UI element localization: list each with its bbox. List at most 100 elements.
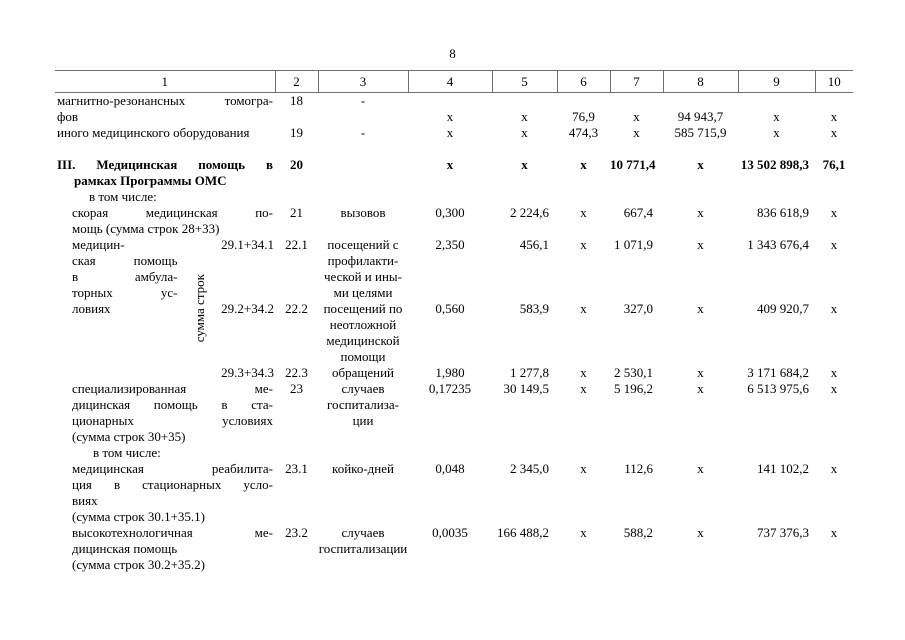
row-specialized-inpatient-care: специализированная ме-дицинская помощь в…: [55, 381, 853, 445]
table-cell: х: [773, 125, 780, 140]
column-header: 7: [609, 70, 663, 93]
row-label-cell: медицинская реабилита-ция в стационарных…: [72, 461, 273, 524]
table-cell: 2,350: [435, 237, 465, 252]
table-cell: х: [521, 125, 528, 140]
row-formula-cell: 29.2+34.2: [221, 301, 274, 316]
column-number-header-row: 1 2 3 4 5 6 7 8 9 10: [55, 70, 853, 93]
table-cell: 13 502 898,3: [740, 157, 809, 172]
unit-cell: посещений по неотложной медицинской помо…: [323, 301, 403, 364]
unit-cell: посещений с профилакти- ческой и ины- ми…: [324, 237, 402, 300]
table-cell: х: [830, 109, 838, 124]
table-cell: 2 530,1: [614, 365, 653, 380]
table-cell: 10 771,4: [610, 157, 656, 172]
table-cell: х: [697, 301, 704, 316]
table-cell: 2 224,6: [510, 205, 549, 220]
line-number-cell: 23.1: [285, 461, 308, 476]
table-cell: 3 171 684,2: [747, 365, 809, 380]
table-cell: 667,4: [623, 205, 653, 220]
table-cell: х: [446, 109, 454, 124]
row-medical-rehabilitation: медицинская реабилита-ция в стационарных…: [55, 461, 853, 525]
table-cell: х: [830, 365, 838, 380]
table-cell: 0,560: [435, 301, 465, 316]
row-label-cell: специализированная ме-дицинская помощь в…: [72, 381, 273, 444]
row-formula-cell: 29.3+34.3: [221, 365, 274, 380]
row-label-cell: медицин-ская помощь в амбула-торных ус-ло…: [55, 237, 213, 381]
table-cell: 585 715,9: [674, 125, 727, 140]
table-cell: 166 488,2: [497, 525, 549, 540]
table-cell: х: [446, 157, 454, 172]
table-cell: 583,9: [519, 301, 549, 316]
table-cell: х: [580, 157, 587, 172]
row-ambulatory-care-urgent-visits: 29.2+34.2 22.2 посещений по неотложной м…: [55, 301, 853, 365]
column-header: 8: [662, 70, 738, 93]
row-in-total-label: в том числе:: [55, 445, 853, 461]
table-cell: 0,300: [435, 205, 465, 220]
line-number-cell: 18: [290, 93, 303, 108]
line-number-cell: 19: [290, 125, 303, 140]
table-cell: х: [830, 301, 838, 316]
column-header: 10: [814, 70, 853, 93]
table-cell: 0,0035: [432, 525, 468, 540]
line-number-cell: 23.2: [285, 525, 308, 540]
column-header: 1: [55, 70, 275, 93]
table-cell: 112,6: [624, 461, 653, 476]
table-cell: х: [580, 525, 587, 540]
table-cell: х: [580, 365, 587, 380]
table-cell: 0,048: [435, 461, 465, 476]
section-title-cell: III. Медицинская помощь в рамках Программ…: [57, 157, 273, 188]
page-number: 8: [449, 46, 456, 61]
table-cell: х: [633, 125, 640, 140]
table-cell: х: [580, 381, 587, 396]
unit-cell: -: [360, 125, 366, 140]
table-cell: х: [830, 125, 838, 140]
unit-cell: [318, 157, 408, 189]
in-total-label: в том числе:: [89, 189, 157, 204]
unit-cell: обращений: [331, 365, 395, 380]
table-cell: х: [830, 237, 838, 252]
row-label-cell: высокотехнологичная ме-дицинская помощь(…: [72, 525, 273, 572]
table-cell: 327,0: [623, 301, 653, 316]
row-ambulatory-care-preventive-visits: медицин-ская помощь в амбула-торных ус-ло…: [55, 237, 853, 342]
table-cell: х: [697, 237, 704, 252]
column-header: 9: [737, 70, 815, 93]
column-header: 4: [407, 70, 492, 93]
row-magnetic-resonance-tomographs: магнитно-резонансных томогра-фов 18 - х …: [55, 93, 853, 126]
unit-cell: вызовов: [340, 205, 386, 220]
table-cell: 30 149,5: [503, 381, 550, 396]
table-cell: х: [446, 125, 454, 140]
table-cell: 588,2: [623, 525, 653, 540]
table-cell: 1 343 676,4: [747, 237, 809, 252]
table-cell: х: [830, 461, 838, 476]
table-cell: х: [697, 381, 704, 396]
table-cell: х: [697, 461, 704, 476]
line-number-cell: 21: [290, 205, 303, 220]
table-cell: х: [580, 301, 587, 316]
unit-cell: случаев госпитализа- ции: [327, 381, 399, 428]
table-cell: х: [580, 237, 587, 252]
row-in-total-label: в том числе:: [55, 189, 853, 205]
row-section-iii-oms-program: III. Медицинская помощь в рамках Программ…: [55, 157, 853, 189]
table-cell: 474,3: [568, 125, 599, 140]
table-cell: х: [773, 109, 780, 124]
table-cell: 2 345,0: [510, 461, 549, 476]
medical-care-statistics-table: 1 2 3 4 5 6 7 8 9 10 магнитно-резонансны…: [55, 70, 853, 573]
ambulatory-care-label: медицин-ская помощь в амбула-торных ус-ло…: [72, 237, 178, 316]
row-emergency-medical-care: скорая медицинская по-мощь (сумма строк …: [55, 205, 853, 237]
row-high-tech-medical-care: высокотехнологичная ме-дицинская помощь(…: [55, 525, 853, 573]
line-number-cell: 22.2: [285, 301, 308, 316]
line-number-cell: 22.1: [285, 237, 308, 252]
table-cell: 76,9: [572, 109, 595, 124]
column-header: 2: [274, 70, 318, 93]
table-cell: 1 071,9: [614, 237, 653, 252]
table-cell: х: [697, 365, 704, 380]
table-cell: 409 920,7: [757, 301, 809, 316]
table-cell: 6 513 975,6: [747, 381, 809, 396]
row-other-medical-equipment: иного медицинского оборудования 19 - х х…: [55, 125, 853, 141]
table-cell: 1 277,8: [510, 365, 549, 380]
table-cell: 5 196,2: [614, 381, 653, 396]
table-cell: х: [697, 525, 704, 540]
table-cell: х: [580, 461, 587, 476]
unit-cell: койко-дней: [332, 461, 394, 476]
row-label-cell: магнитно-резонансных томогра-фов: [57, 93, 273, 124]
